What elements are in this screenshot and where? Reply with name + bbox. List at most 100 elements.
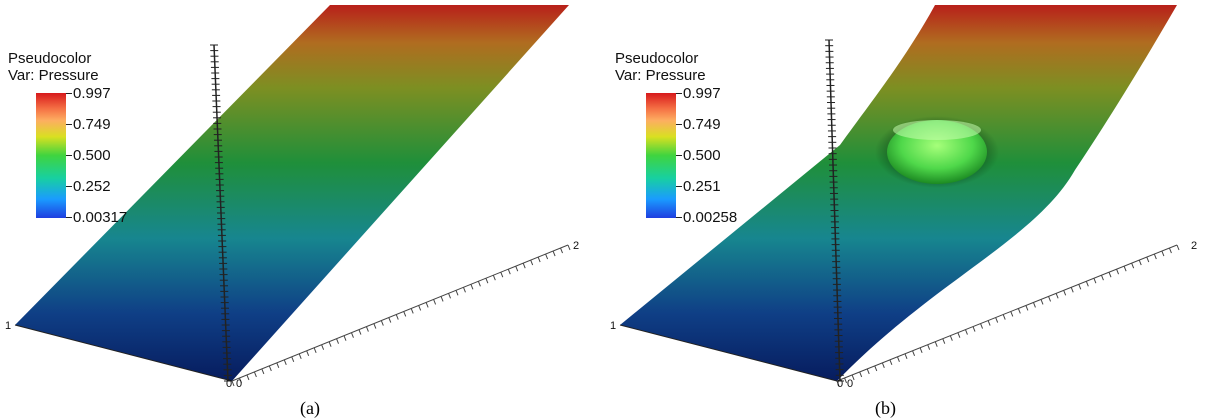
legend-title: Pseudocolor (615, 50, 699, 67)
axis-label-origin: 0 (837, 378, 844, 390)
axis-tick (957, 332, 961, 338)
axis-tick (291, 356, 295, 363)
axis-tick (1010, 311, 1014, 317)
axis-label-origin: 0 (226, 378, 233, 390)
axis-tick (1168, 247, 1172, 254)
axis-tick (306, 350, 310, 356)
axis-tick (1048, 296, 1052, 302)
axis-tick (448, 293, 451, 299)
legend-title: Pseudocolor (8, 50, 92, 67)
axis-tick (507, 268, 511, 275)
axis-tick (927, 344, 931, 350)
x-axis (14, 324, 233, 382)
axis-tick (373, 323, 377, 329)
axis-tick (418, 305, 422, 311)
surface-plot-a (14, 5, 571, 387)
axis-tick (1063, 290, 1067, 296)
axis-label-right: 2 (573, 240, 580, 252)
axis-tick (336, 338, 339, 344)
colorbar-tick-label: 0.997 (683, 85, 721, 102)
axis-tick (246, 374, 250, 381)
caption: (b) (875, 398, 896, 418)
axis-label-left: 1 (5, 320, 12, 332)
axis-tick (1017, 308, 1021, 314)
axis-tick (1123, 265, 1127, 272)
axis-tick (874, 365, 878, 372)
axis-tick (276, 362, 280, 369)
axis-tick (388, 317, 392, 323)
axis-tick (1100, 275, 1104, 281)
axis-tick (440, 296, 444, 302)
axis-tick (987, 320, 991, 326)
axis-tick (545, 253, 549, 260)
axis-tick (365, 326, 369, 332)
axis-tick (552, 250, 556, 257)
axis-tick (1146, 256, 1150, 263)
axis-tick (537, 256, 541, 263)
axis-tick (268, 365, 272, 372)
y-axis (231, 244, 569, 382)
axis-tick (261, 368, 265, 375)
axis-tick (567, 244, 571, 251)
axis-tick (1040, 299, 1044, 305)
y-axis (836, 244, 1178, 382)
axis-tick (1138, 259, 1142, 266)
colorbar (36, 93, 66, 218)
axis-tick (560, 247, 563, 254)
axis-tick (889, 359, 893, 366)
axis-tick (492, 275, 496, 281)
axis-tick (253, 371, 257, 378)
axis-tick (463, 287, 466, 293)
axis-tick (328, 341, 332, 347)
axis-tick (515, 265, 519, 272)
axis-label-left: 1 (610, 320, 617, 332)
axis-tick (1108, 272, 1112, 278)
axis-tick (1002, 314, 1006, 320)
axis-tick (972, 326, 976, 332)
axis-tick (283, 359, 287, 366)
axis-tick (1116, 268, 1120, 275)
legend-variable: Var: Pressure (8, 67, 99, 84)
legend-variable: Var: Pressure (615, 67, 706, 84)
axis-tick (455, 290, 459, 296)
axis-tick (904, 353, 908, 359)
axis-tick (1070, 287, 1074, 293)
axis-tick (866, 368, 870, 375)
axis-tick (1032, 302, 1036, 308)
axis-tick (313, 347, 317, 353)
axis-tick (1085, 281, 1089, 287)
axis-tick (485, 278, 489, 284)
colorbar-tick-label: 0.252 (73, 178, 111, 195)
axis-tick (919, 347, 923, 353)
axis-tick (859, 371, 863, 378)
axis-tick (298, 353, 302, 359)
axis-tick (433, 299, 437, 305)
colorbar-tick-label: 0.500 (683, 147, 721, 164)
axis-tick (964, 329, 968, 335)
axis-tick (380, 320, 384, 326)
axis-tick (896, 356, 900, 363)
panel-a: Pseudocolor Var: Pressure 0.997 0.749 0.… (0, 0, 600, 420)
axis-tick (500, 272, 504, 278)
axis-label-right: 2 (1191, 240, 1198, 252)
axis-tick (995, 317, 999, 323)
axis-tick (912, 350, 916, 356)
colorbar-tick-label: 0.500 (73, 147, 111, 164)
colorbar (646, 93, 676, 218)
surface-plot-b (619, 5, 1180, 387)
colorbar-tick-label: 0.749 (683, 116, 721, 133)
axis-tick (403, 311, 407, 317)
axis-tick (881, 362, 885, 369)
colorbar-tick-label: 0.00258 (683, 209, 738, 226)
panel-b: Pseudocolor Var: Pressure 0.997 0.749 0.… (605, 0, 1205, 420)
axis-tick (1025, 305, 1029, 311)
axis-tick (949, 335, 953, 341)
axis-tick (851, 374, 855, 381)
colorbar-tick-label: 0.251 (683, 178, 721, 195)
axis-label-origin: 0 (236, 378, 243, 390)
x-axis (619, 324, 838, 382)
axis-tick (343, 335, 347, 341)
axis-tick (1093, 278, 1097, 284)
axis-tick (231, 380, 235, 387)
axis-tick (836, 380, 840, 387)
